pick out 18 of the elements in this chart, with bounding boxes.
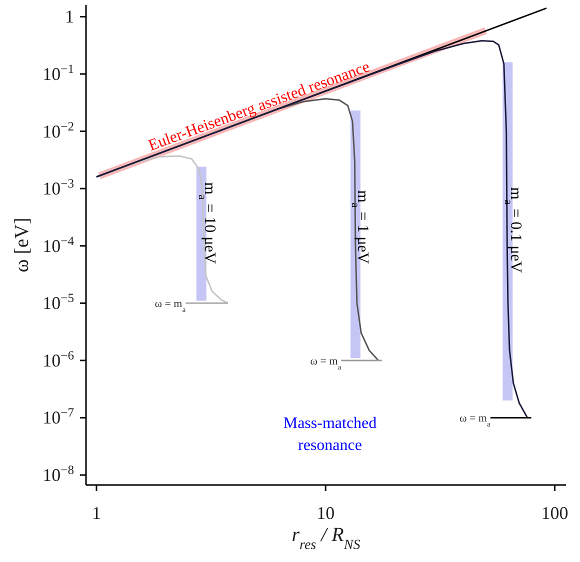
y-tick-label: 10$^{−8}$ (42, 463, 74, 486)
y-axis-title: ω [eV] (11, 218, 33, 272)
x-axis-title: r$_{res}$ / R$_{NS}$ (292, 524, 360, 552)
x-tick-label: 10 (316, 503, 335, 523)
y-tick-label: 1 (65, 6, 74, 27)
y-tick-label: 10$^{−4}$ (42, 234, 75, 256)
y-tick-label: 10$^{−3}$ (42, 176, 74, 199)
x-tick-label: 1 (92, 503, 101, 523)
annotation: ω = m$_{a}$ (310, 355, 342, 371)
y-tick-label: 10$^{−6}$ (42, 348, 74, 370)
y-tick-label: 10$^{−7}$ (42, 406, 74, 428)
y-tick-label: 10$^{−1}$ (42, 62, 74, 84)
annotation: ω = m$_{a}$ (459, 412, 491, 428)
x-tick-label: 100 (541, 503, 568, 523)
y-tick-label: 10$^{−2}$ (42, 119, 74, 142)
y-tick-label: 10$^{−5}$ (42, 291, 74, 314)
annotation: ω = m$_{a}$ (154, 298, 186, 314)
annotation: Mass-matched resonance (283, 415, 377, 454)
